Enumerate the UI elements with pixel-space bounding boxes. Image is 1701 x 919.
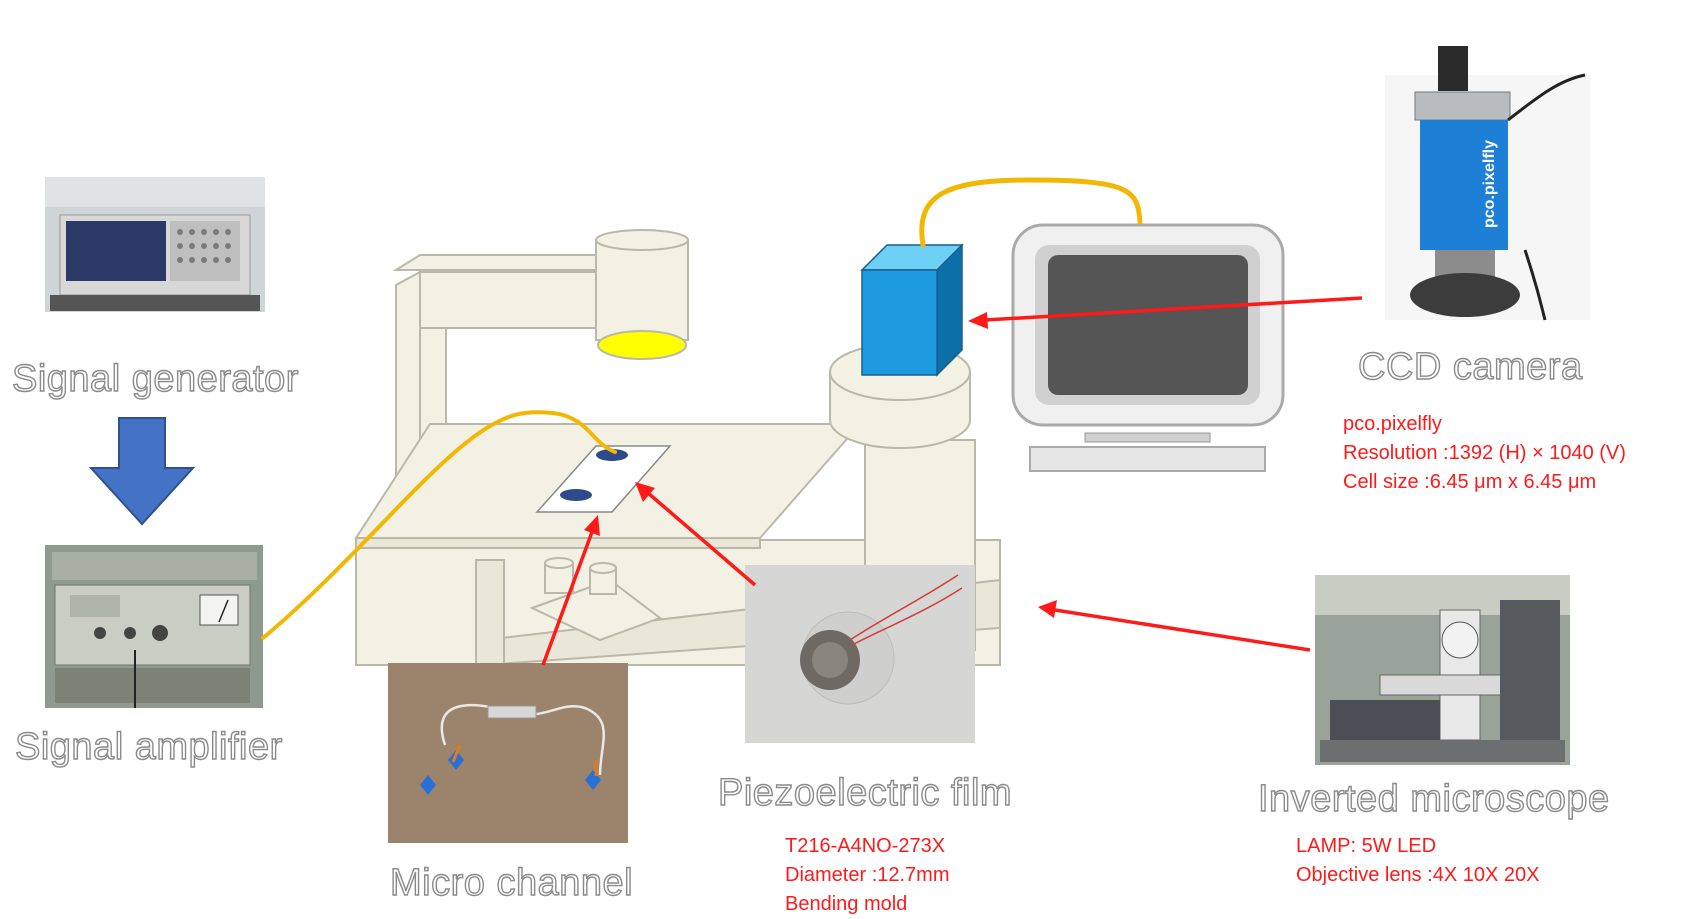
camera-cell-size: Cell size :6.45 μm x 6.45 μm — [1343, 471, 1597, 493]
camera-photo-brand: pco.pixelfly — [1481, 140, 1498, 228]
camera-resolution: Resolution :1392 (H) × 1040 (V) — [1343, 442, 1626, 464]
camera-monitor-cable — [919, 177, 1143, 248]
micro-channel-slide — [535, 445, 672, 513]
signal-generator-label: Signal generator — [11, 357, 299, 400]
ccd-camera-specs: pco.pixelfly Resolution :1392 (H) × 1040… — [1343, 410, 1626, 497]
signal-amplifier-photo — [45, 545, 263, 708]
amplifier-piezo-cable — [261, 410, 617, 640]
piezo-specs: T216-A4NO-273X Diameter :12.7mm Bending … — [785, 832, 950, 919]
flow-arrow-down-icon — [88, 417, 196, 526]
piezo-mold: Bending mold — [785, 893, 908, 915]
piezo-diameter: Diameter :12.7mm — [785, 864, 950, 886]
inverted-microscope-label: Inverted microscope — [1257, 777, 1610, 820]
microscope-lamp: LAMP: 5W LED — [1296, 835, 1437, 857]
ccd-camera-label: CCD camera — [1357, 345, 1583, 388]
ccd-camera-photo: pco.pixelfly — [1385, 46, 1590, 321]
camera-model: pco.pixelfly — [1343, 413, 1442, 435]
ccd-camera-box — [860, 243, 964, 377]
microscope-specs: LAMP: 5W LED Objective lens :4X 10X 20X — [1296, 832, 1539, 890]
micro-channel-label: Micro channel — [389, 861, 634, 904]
piezo-model: T216-A4NO-273X — [785, 835, 946, 857]
pointer-arrows — [541, 296, 1363, 666]
inverted-microscope-photo — [1315, 575, 1570, 765]
micro-channel-photo — [388, 663, 628, 843]
signal-amplifier-label: Signal amplifier — [14, 725, 283, 768]
microscope-objective: Objective lens :4X 10X 20X — [1296, 864, 1540, 886]
signal-generator-photo — [45, 177, 265, 312]
piezoelectric-film-label: Piezoelectric film — [717, 771, 1013, 814]
piezoelectric-film-photo — [745, 565, 975, 743]
monitor-icon — [1011, 223, 1285, 472]
